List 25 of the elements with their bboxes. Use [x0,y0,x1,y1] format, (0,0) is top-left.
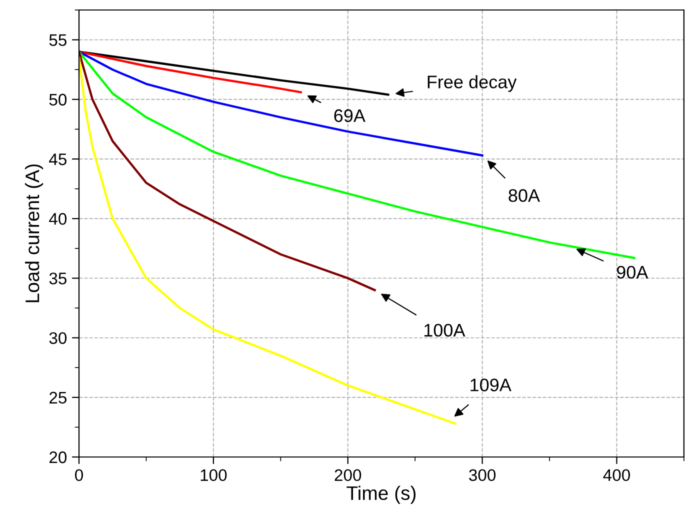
y-tick-label: 45 [49,154,66,166]
y-tick-label: 50 [49,94,67,106]
line-series [79,50,390,96]
y-axis-title: Load current (A) [24,164,44,302]
line-series [79,50,636,260]
x-tick-label: 300 [469,469,496,482]
x-tick-label: 400 [603,469,630,482]
annotation: 109A [470,378,512,392]
annotation: 100A [424,324,466,337]
x-tick-label: 100 [200,469,227,482]
annotation: 80A [508,189,540,202]
y-tick-label: 35 [49,272,66,284]
annotation: 90A [616,266,648,279]
line-series [79,50,376,292]
annotation: 69A [334,109,366,122]
annotation: Free decay [428,75,517,92]
y-tick-label: 30 [49,332,67,344]
y-tick-label: 25 [49,392,66,404]
y-tick-label: 40 [49,213,67,225]
line-series [79,50,302,94]
x-tick-label: 0 [75,469,83,482]
x-tick-label: 200 [334,469,362,482]
y-tick-label: 20 [49,451,67,464]
y-tick-label: 55 [49,34,66,46]
x-axis-title: Time (s) [346,486,416,504]
